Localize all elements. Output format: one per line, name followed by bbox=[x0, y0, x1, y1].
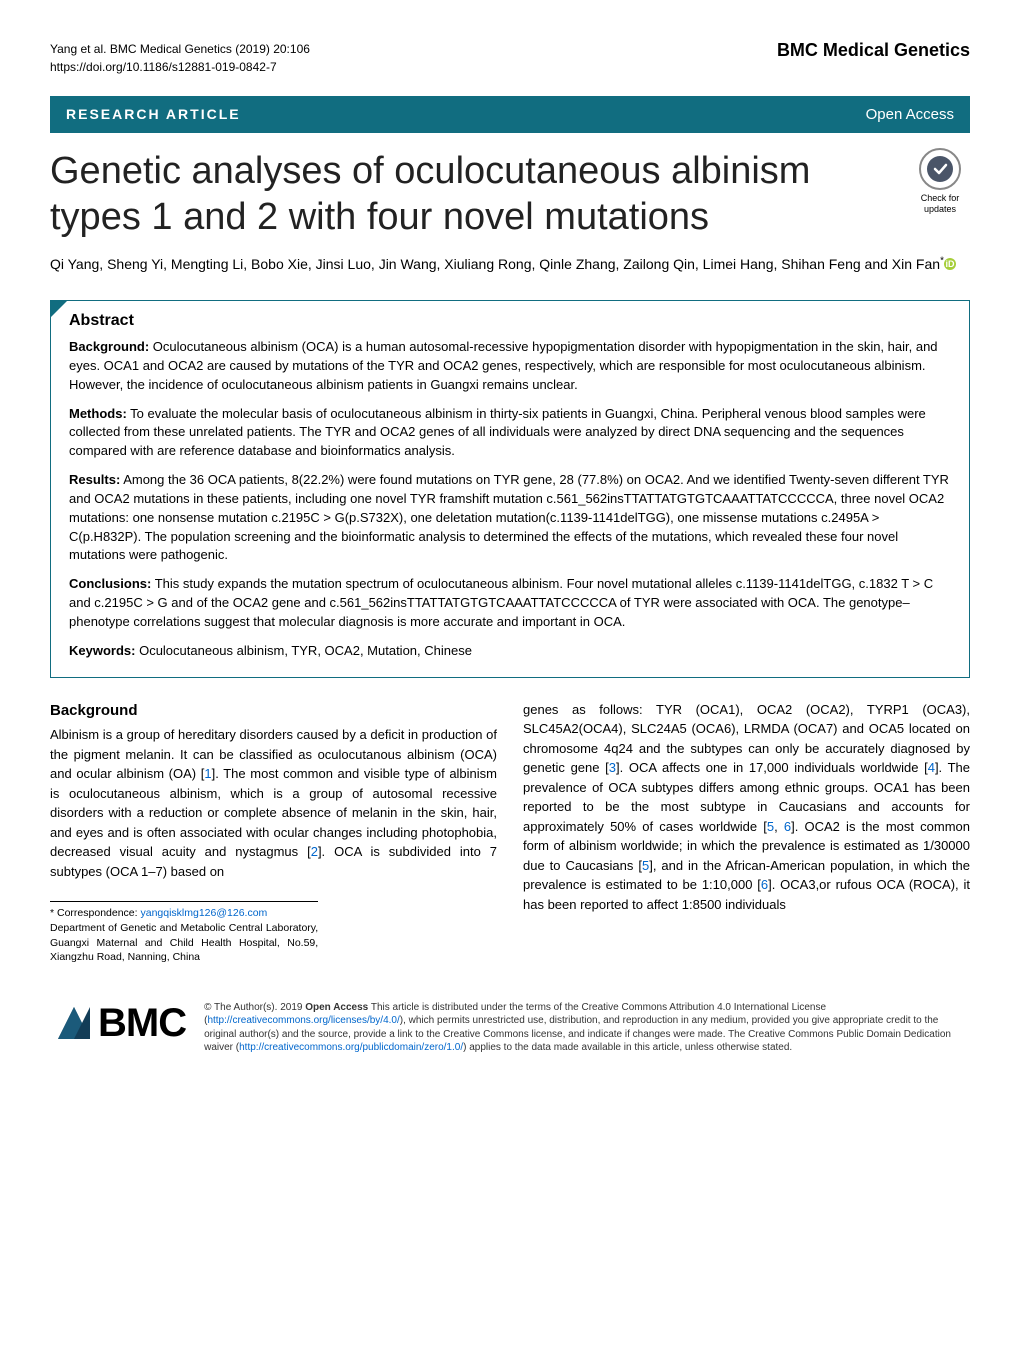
abstract-background-text: Oculocutaneous albinism (OCA) is a human… bbox=[69, 339, 938, 392]
article-title: Genetic analyses of oculocutaneous albin… bbox=[50, 139, 890, 254]
reference-link-1[interactable]: 1 bbox=[204, 766, 211, 781]
bmc-logo-icon bbox=[54, 1003, 94, 1043]
abstract-background: Background: Oculocutaneous albinism (OCA… bbox=[69, 338, 951, 395]
check-updates-text1: Check for bbox=[921, 193, 960, 203]
abstract-conclusions-label: Conclusions: bbox=[69, 576, 151, 591]
ref-separator: , bbox=[774, 819, 784, 834]
license-url-1[interactable]: http://creativecommons.org/licenses/by/4… bbox=[207, 1015, 399, 1026]
abstract-keywords: Keywords: Oculocutaneous albinism, TYR, … bbox=[69, 642, 951, 661]
open-access-label: Open Access bbox=[866, 106, 954, 123]
background-paragraph-left: Albinism is a group of hereditary disord… bbox=[50, 725, 497, 881]
body-columns: Background Albinism is a group of heredi… bbox=[50, 700, 970, 965]
license-open-access: Open Access bbox=[305, 1002, 368, 1013]
correspondence-email[interactable]: yangqisklmg126@126.com bbox=[140, 907, 267, 919]
left-column: Background Albinism is a group of heredi… bbox=[50, 700, 497, 965]
check-updates-text2: updates bbox=[924, 204, 956, 214]
abstract-results-label: Results: bbox=[69, 472, 120, 487]
license-text: © The Author(s). 2019 Open Access This a… bbox=[204, 1001, 970, 1055]
abstract-heading: Abstract bbox=[69, 312, 951, 330]
abstract-methods-text: To evaluate the molecular basis of oculo… bbox=[69, 406, 926, 459]
right-column: genes as follows: TYR (OCA1), OCA2 (OCA2… bbox=[523, 700, 970, 965]
author-list: Qi Yang, Sheng Yi, Mengting Li, Bobo Xie… bbox=[50, 254, 970, 276]
body-text: ]. OCA affects one in 17,000 individuals… bbox=[616, 760, 928, 775]
abstract-conclusions: Conclusions: This study expands the muta… bbox=[69, 575, 951, 632]
citation-line: Yang et al. BMC Medical Genetics (2019) … bbox=[50, 40, 310, 58]
license-url-2[interactable]: http://creativecommons.org/publicdomain/… bbox=[239, 1042, 463, 1053]
doi-line: https://doi.org/10.1186/s12881-019-0842-… bbox=[50, 58, 310, 76]
bmc-logo: BMC bbox=[50, 1001, 186, 1046]
reference-link-3[interactable]: 3 bbox=[609, 760, 616, 775]
crossmark-icon bbox=[918, 147, 962, 191]
abstract-results: Results: Among the 36 OCA patients, 8(22… bbox=[69, 471, 951, 565]
abstract-methods: Methods: To evaluate the molecular basis… bbox=[69, 405, 951, 462]
background-heading: Background bbox=[50, 700, 497, 723]
abstract-conclusions-text: This study expands the mutation spectrum… bbox=[69, 576, 933, 629]
author-names: Qi Yang, Sheng Yi, Mengting Li, Bobo Xie… bbox=[50, 256, 940, 272]
abstract-corner-decoration bbox=[50, 300, 68, 318]
orcid-icon[interactable]: iD bbox=[944, 255, 956, 276]
citation-block: Yang et al. BMC Medical Genetics (2019) … bbox=[50, 40, 310, 76]
abstract-background-label: Background: bbox=[69, 339, 149, 354]
abstract-results-text: Among the 36 OCA patients, 8(22.2%) were… bbox=[69, 472, 949, 562]
article-type-banner: RESEARCH ARTICLE Open Access bbox=[50, 96, 970, 133]
correspondence-label: * Correspondence: bbox=[50, 907, 140, 919]
abstract-box: Abstract Background: Oculocutaneous albi… bbox=[50, 300, 970, 678]
keywords-text: Oculocutaneous albinism, TYR, OCA2, Muta… bbox=[135, 643, 471, 658]
page-header: Yang et al. BMC Medical Genetics (2019) … bbox=[50, 40, 970, 76]
abstract-methods-label: Methods: bbox=[69, 406, 127, 421]
check-updates-badge[interactable]: Check for updates bbox=[910, 139, 970, 215]
svg-text:iD: iD bbox=[945, 259, 955, 269]
affiliation-text: Department of Genetic and Metabolic Cent… bbox=[50, 922, 318, 963]
reference-link-2[interactable]: 2 bbox=[311, 844, 318, 859]
license-part: ) applies to the data made available in … bbox=[463, 1042, 792, 1053]
correspondence-block: * Correspondence: yangqisklmg126@126.com… bbox=[50, 901, 318, 965]
keywords-label: Keywords: bbox=[69, 643, 135, 658]
license-part: © The Author(s). 2019 bbox=[204, 1002, 305, 1013]
reference-link-4[interactable]: 4 bbox=[928, 760, 935, 775]
bmc-logo-text: BMC bbox=[98, 1001, 186, 1046]
article-type-label: RESEARCH ARTICLE bbox=[66, 106, 241, 123]
journal-name: BMC Medical Genetics bbox=[777, 40, 970, 61]
background-paragraph-right: genes as follows: TYR (OCA1), OCA2 (OCA2… bbox=[523, 700, 970, 915]
page-footer: BMC © The Author(s). 2019 Open Access Th… bbox=[50, 987, 970, 1055]
